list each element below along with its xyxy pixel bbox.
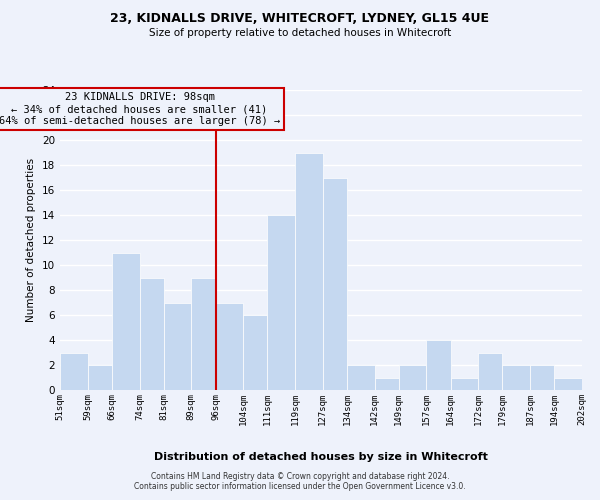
Bar — [347, 365, 374, 390]
Bar — [191, 278, 215, 390]
Bar — [323, 178, 347, 390]
Bar — [60, 352, 88, 390]
Bar — [88, 365, 112, 390]
Bar — [478, 352, 502, 390]
Bar — [374, 378, 399, 390]
Bar — [399, 365, 427, 390]
Bar — [502, 365, 530, 390]
Text: 23, KIDNALLS DRIVE, WHITECROFT, LYDNEY, GL15 4UE: 23, KIDNALLS DRIVE, WHITECROFT, LYDNEY, … — [110, 12, 490, 26]
Bar — [164, 302, 191, 390]
Bar — [530, 365, 554, 390]
Bar — [554, 378, 582, 390]
Bar — [268, 215, 295, 390]
Bar — [215, 302, 243, 390]
Text: Contains HM Land Registry data © Crown copyright and database right 2024.: Contains HM Land Registry data © Crown c… — [151, 472, 449, 481]
Text: Size of property relative to detached houses in Whitecroft: Size of property relative to detached ho… — [149, 28, 451, 38]
Bar — [295, 152, 323, 390]
Bar — [140, 278, 164, 390]
Text: 23 KIDNALLS DRIVE: 98sqm
← 34% of detached houses are smaller (41)
64% of semi-d: 23 KIDNALLS DRIVE: 98sqm ← 34% of detach… — [0, 92, 280, 126]
Text: Distribution of detached houses by size in Whitecroft: Distribution of detached houses by size … — [154, 452, 488, 462]
Bar — [243, 315, 268, 390]
Bar — [427, 340, 451, 390]
Bar — [451, 378, 478, 390]
Y-axis label: Number of detached properties: Number of detached properties — [26, 158, 37, 322]
Bar — [112, 252, 140, 390]
Text: Contains public sector information licensed under the Open Government Licence v3: Contains public sector information licen… — [134, 482, 466, 491]
